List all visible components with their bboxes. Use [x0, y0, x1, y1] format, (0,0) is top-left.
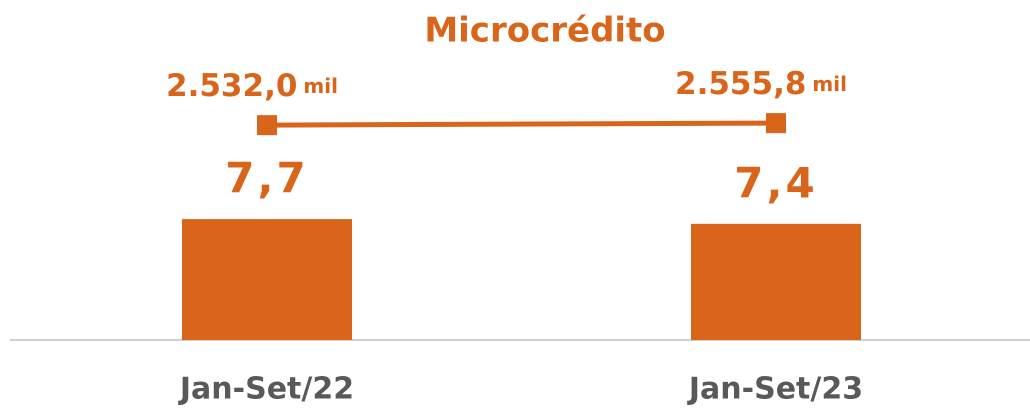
bar-value-label: 7,4: [734, 158, 817, 207]
bar-value-label: 7,7: [225, 154, 308, 203]
x-tick-label: Jan-Set/22: [178, 372, 354, 407]
line-value-label: 2.555,8 mil: [675, 66, 847, 102]
line-value-number: 2.532,0: [166, 68, 297, 104]
bar: [182, 219, 352, 340]
x-tick-label: Jan-Set/23: [687, 372, 863, 407]
line-marker: [766, 113, 786, 134]
bar: [691, 223, 861, 340]
line-marker: [257, 115, 277, 136]
line-value-label: 2.532,0 mil: [166, 68, 338, 104]
line: [266, 120, 777, 128]
line-value-unit: mil: [303, 74, 338, 98]
chart-title: Microcrédito: [424, 11, 665, 51]
line-value-unit: mil: [812, 72, 847, 96]
line-value-number: 2.555,8: [675, 66, 806, 102]
